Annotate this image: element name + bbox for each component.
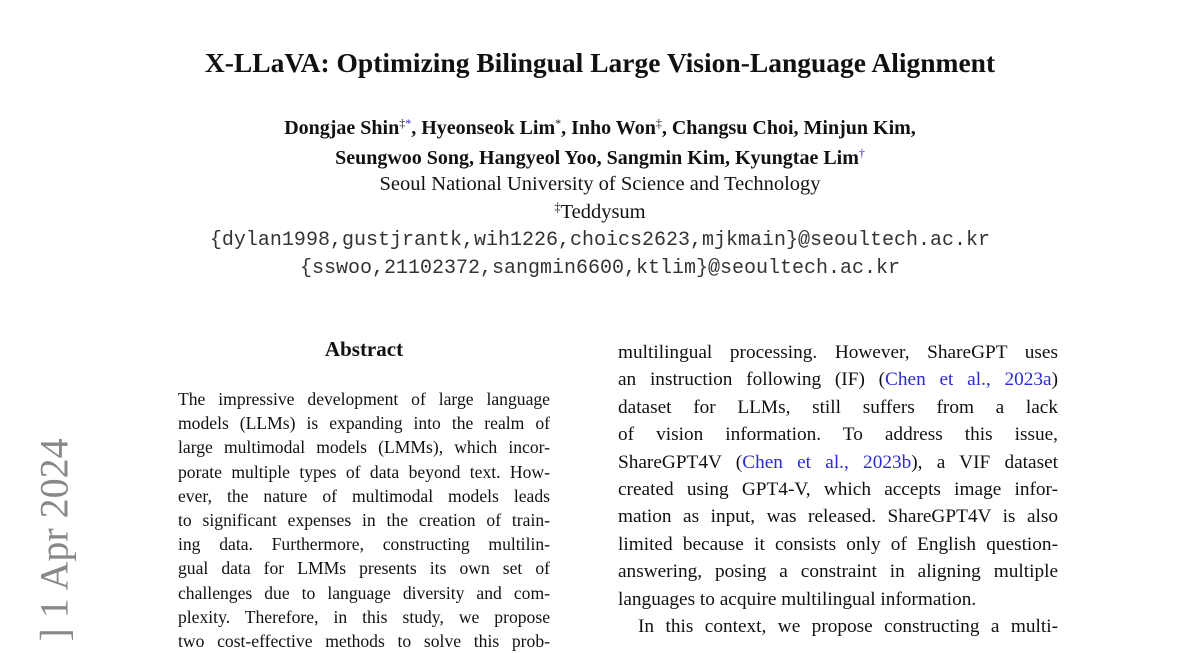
text-line: large multimodal models (LMMs), which in… [178, 435, 550, 459]
text: an instruction following (IF) ( [618, 369, 886, 391]
text: Seungwoo Song, Hangyeol Yoo, Sangmin Kim… [335, 147, 859, 169]
emails: {dylan1998,gustjrantk,wih1226,choics2623… [0, 227, 1200, 283]
text: ever, the nature of multimodal models le… [178, 485, 550, 506]
text: limited because it consists only of Engl… [618, 533, 1058, 555]
authors: Dongjae Shin‡*, Hyeonseok Lim*, Inho Won… [0, 114, 1200, 174]
affiliation-line: Seoul National University of Science and… [0, 170, 1200, 198]
citation-link[interactable]: Chen et al., 2023a [885, 369, 1052, 391]
paragraph: In this context, we propose constructing… [618, 613, 1058, 640]
text: plexity. Therefore, in this study, we pr… [178, 606, 550, 627]
footnote-link[interactable]: † [858, 145, 865, 160]
citation-link[interactable]: Chen et al., 2023b [742, 451, 912, 473]
text: , Hyeonseok Lim [411, 117, 556, 139]
text-line: to significant expenses in the creation … [178, 508, 550, 532]
email-line: {dylan1998,gustjrantk,wih1226,choics2623… [209, 229, 991, 252]
abstract-body: The impressive development of large lang… [178, 387, 550, 653]
text: , Inho Won [561, 117, 656, 139]
paragraph: multilingual processing. However, ShareG… [618, 339, 1058, 613]
text: mation as input, was released. ShareGPT4… [618, 506, 1058, 528]
paragraph: The impressive development of large lang… [178, 387, 550, 653]
right-column: multilingual processing. However, ShareG… [618, 339, 1058, 640]
affiliation-line: ‡Teddysum [0, 198, 1200, 228]
text-line: languages to acquire multilingual inform… [618, 586, 1058, 613]
arxiv-stamp: ] 1 Apr 2024 [31, 438, 77, 642]
text: to significant expenses in the creation … [178, 510, 550, 531]
footnote-link[interactable]: * [405, 115, 412, 130]
text-line: dataset for LLMs, still suffers from a l… [618, 394, 1058, 421]
text: challenges due to language diversity and… [178, 582, 550, 603]
text-line: mation as input, was released. ShareGPT4… [618, 503, 1058, 530]
text-line: challenges due to language diversity and… [178, 581, 550, 605]
text: dataset for LLMs, still suffers from a l… [618, 396, 1058, 418]
text: gual data for LMMs presents its own set … [178, 558, 550, 579]
text: large multimodal models (LMMs), which in… [178, 437, 550, 458]
text-line: ever, the nature of multimodal models le… [178, 484, 550, 508]
text-line: created using GPT4-V, which accepts imag… [618, 476, 1058, 503]
text-line: In this context, we propose constructing… [618, 613, 1058, 640]
affiliations: Seoul National University of Science and… [0, 170, 1200, 228]
footnote-mark: * [555, 115, 562, 130]
text: The impressive development of large lang… [178, 389, 550, 409]
email-line: {sswoo,21102372,sangmin6600,ktlim}@seoul… [299, 257, 901, 280]
author-line: Seungwoo Song, Hangyeol Yoo, Sangmin Kim… [0, 144, 1200, 174]
text: ing data. Furthermore, constructing mult… [178, 534, 550, 555]
footnote-mark: ‡ [655, 115, 662, 130]
text-line: gual data for LMMs presents its own set … [178, 556, 550, 580]
text-line: multilingual processing. However, ShareG… [618, 339, 1058, 366]
text: ShareGPT4V ( [618, 451, 743, 473]
text-line: porate multiple types of data beyond tex… [178, 460, 550, 484]
text: In this context, we propose constructing… [638, 616, 1058, 638]
text-line: ing data. Furthermore, constructing mult… [178, 532, 550, 556]
text-line: The impressive development of large lang… [178, 387, 550, 411]
text-line: an instruction following (IF) (Chen et a… [618, 366, 1058, 393]
text: Teddysum [560, 201, 646, 223]
footnote-mark: ‡ [399, 115, 406, 130]
text: two cost-effective methods to solve this… [178, 631, 550, 652]
text: ), a VIF dataset [911, 451, 1058, 473]
text: models (LLMs) is expanding into the real… [178, 413, 550, 434]
text: Seoul National University of Science and… [379, 173, 821, 195]
text: porate multiple types of data beyond tex… [178, 461, 550, 482]
footnote-mark: ‡ [554, 199, 561, 214]
text-line: plexity. Therefore, in this study, we pr… [178, 605, 550, 629]
text: multilingual processing. However, ShareG… [618, 342, 1058, 363]
text: answering, posing a constraint in aligni… [618, 561, 1058, 583]
text: ) [1051, 369, 1058, 391]
text-line: ShareGPT4V (Chen et al., 2023b), a VIF d… [618, 449, 1058, 476]
text-line: models (LLMs) is expanding into the real… [178, 411, 550, 435]
text: , Changsu Choi, Minjun Kim, [661, 117, 916, 139]
text: Dongjae Shin [284, 117, 400, 139]
paper-title: X-LLaVA: Optimizing Bilingual Large Visi… [204, 47, 996, 78]
author-line: Dongjae Shin‡*, Hyeonseok Lim*, Inho Won… [0, 114, 1200, 144]
text-line: two cost-effective methods to solve this… [178, 629, 550, 653]
abstract-heading: Abstract [324, 337, 404, 361]
text-line: of vision information. To address this i… [618, 421, 1058, 448]
text-line: limited because it consists only of Engl… [618, 531, 1058, 558]
text: created using GPT4-V, which accepts imag… [618, 479, 1058, 501]
text: languages to acquire multilingual inform… [618, 588, 977, 610]
text-line: answering, posing a constraint in aligni… [618, 558, 1058, 585]
text: of vision information. To address this i… [618, 424, 1058, 446]
